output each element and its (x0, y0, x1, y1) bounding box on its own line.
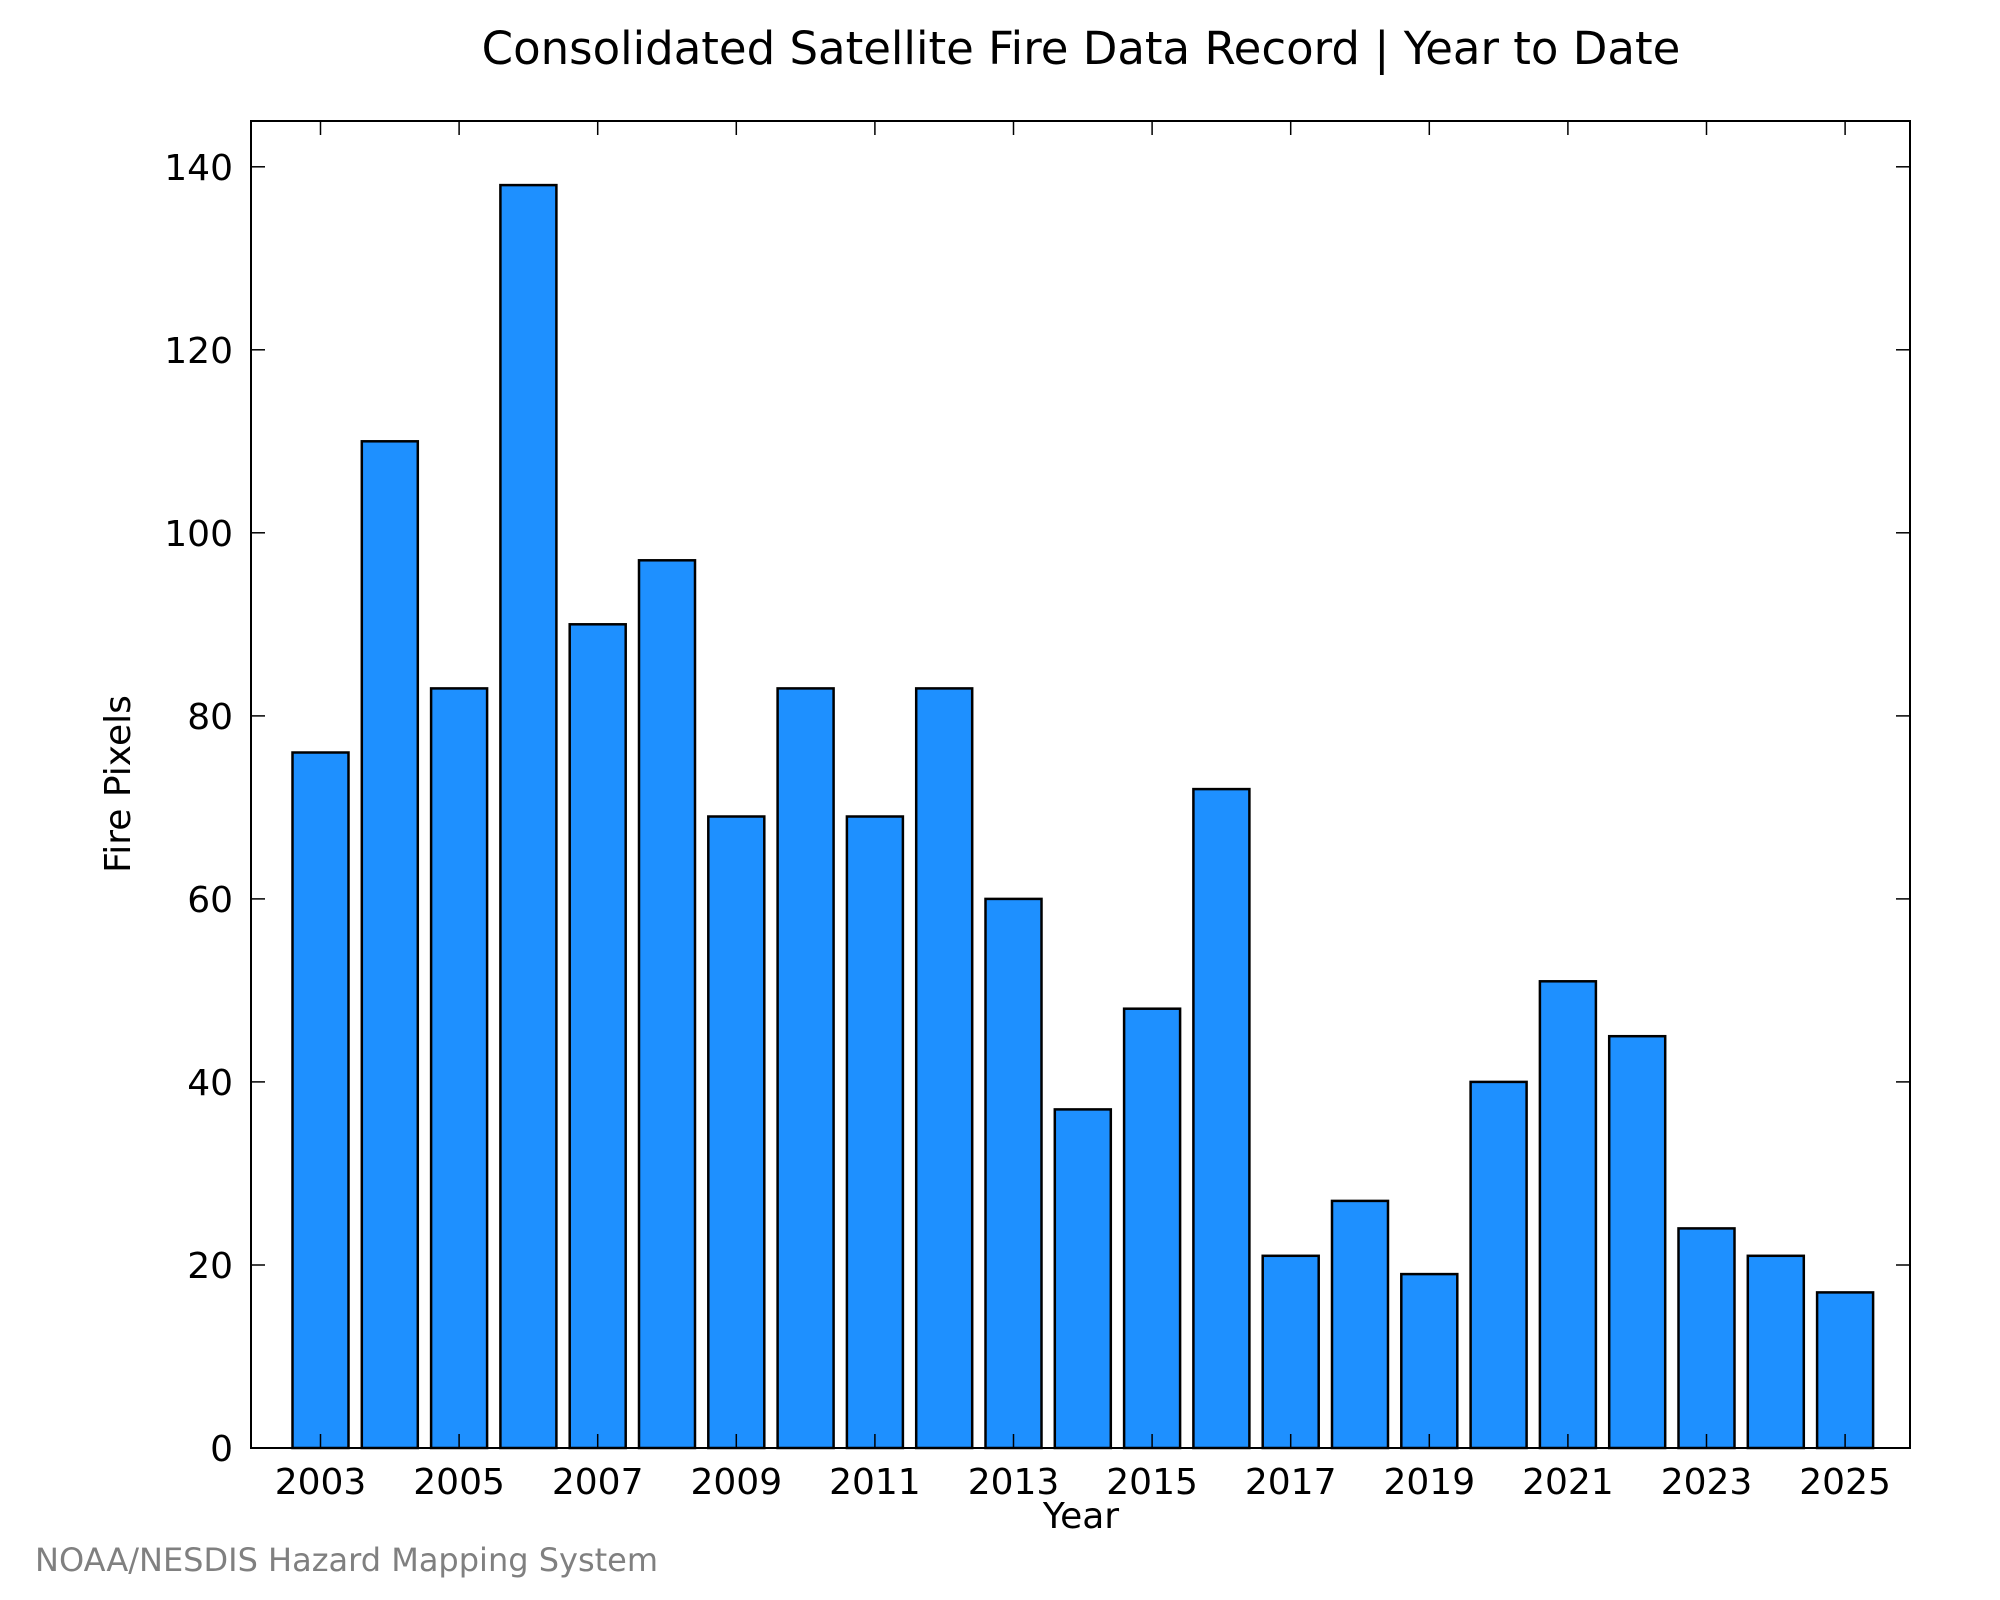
x-tick-label: 2019 (1383, 1462, 1475, 1503)
y-tick-label: 80 (187, 697, 233, 738)
x-tick-label: 2015 (1106, 1462, 1198, 1503)
bar-2013 (984, 897, 1043, 1450)
bar-2005 (429, 687, 489, 1450)
bar-2012 (914, 687, 974, 1450)
bar-2016 (1192, 787, 1251, 1450)
x-tick-label: 2011 (829, 1462, 921, 1503)
bar-2019 (1400, 1272, 1459, 1450)
bar-2008 (637, 559, 697, 1450)
bars (291, 183, 1875, 1450)
bar-2009 (707, 815, 766, 1450)
x-tick-label: 2023 (1661, 1462, 1753, 1503)
x-tick-label: 2003 (275, 1462, 367, 1503)
bar-2020 (1469, 1080, 1528, 1450)
y-axis-label: Fire Pixels (98, 695, 139, 873)
bar-2010 (776, 687, 835, 1450)
bar-2007 (568, 623, 627, 1450)
plot-frame (250, 120, 1911, 1449)
bar-2011 (845, 815, 905, 1450)
y-tick-label: 140 (164, 148, 233, 189)
x-tick-label: 2005 (413, 1462, 505, 1503)
bar-2004 (360, 440, 420, 1450)
x-axis-label: Year (1042, 1496, 1119, 1537)
axis-ticks: 0 20 40 60 80 100 120 140 2003 2005 2007 2009 2011 20… (164, 121, 1910, 1503)
x-tick-label: 2017 (1245, 1462, 1337, 1503)
y-tick-label: 40 (187, 1063, 233, 1104)
bar-2021 (1538, 980, 1598, 1450)
source-credit: NOAA/NESDIS Hazard Mapping System (35, 1541, 658, 1579)
x-tick-label: 2013 (968, 1462, 1060, 1503)
y-tick-label: 100 (164, 514, 233, 555)
x-tick-label: 2009 (690, 1462, 782, 1503)
bar-2006 (499, 183, 558, 1450)
y-tick-label: 120 (164, 331, 233, 372)
bar-2017 (1261, 1254, 1320, 1450)
y-tick-label: 20 (187, 1246, 233, 1287)
x-tick-label: 2007 (552, 1462, 644, 1503)
y-tick-label: 0 (210, 1429, 233, 1470)
bar-2003 (291, 751, 350, 1450)
y-tick-label: 60 (187, 880, 233, 921)
bar-2025 (1815, 1291, 1875, 1450)
x-tick-label: 2021 (1522, 1462, 1614, 1503)
bar-2023 (1677, 1227, 1736, 1450)
x-tick-label: 2025 (1799, 1462, 1891, 1503)
bar-2024 (1746, 1254, 1806, 1450)
bar-2014 (1053, 1108, 1113, 1450)
bar-2022 (1607, 1034, 1667, 1450)
bar-2018 (1330, 1199, 1390, 1450)
bar-2015 (1122, 1007, 1182, 1450)
chart-title: Consolidated Satellite Fire Data Record … (482, 22, 1681, 75)
